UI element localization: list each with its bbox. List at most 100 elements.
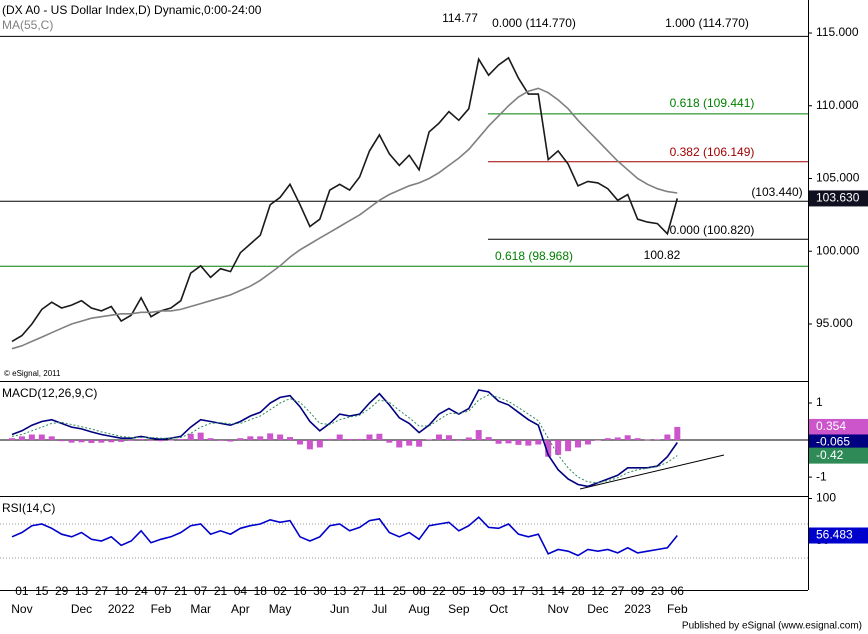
panel-title: RSI(14,C) (2, 501, 55, 515)
value-box (809, 447, 868, 464)
fib-label: 0.000 (114.770) (492, 16, 576, 30)
histogram-bar (664, 434, 671, 441)
x-month-label: 2023 (624, 602, 651, 616)
fib-label: (103.440) (751, 185, 802, 199)
x-tick-label: 21 (214, 584, 228, 598)
legend-entry: MA(55,C) (2, 18, 53, 32)
trend-line (579, 454, 725, 490)
histogram-bar (545, 440, 552, 457)
histogram-bar (38, 434, 45, 441)
fib-label: 0.000 (100.820) (670, 223, 755, 237)
x-month-label: Feb (667, 602, 688, 616)
y-tick-label: -1 (816, 469, 827, 483)
histogram-bar (406, 440, 413, 446)
series-line (11, 87, 678, 350)
y-tick-label: 110.000 (816, 98, 859, 112)
x-tick-label: 19 (472, 584, 486, 598)
low-label: 100.82 (644, 248, 681, 262)
histogram-bar (346, 438, 353, 441)
histogram-bar (88, 440, 95, 444)
x-tick-label: 18 (254, 584, 268, 598)
histogram-bar (495, 440, 502, 444)
histogram-bar (9, 438, 15, 441)
histogram-bar (535, 440, 542, 445)
histogram-bar (58, 440, 65, 442)
y-tick-label: 95.000 (816, 316, 853, 330)
x-tick-label: 12 (591, 584, 605, 598)
histogram-bar (128, 440, 135, 441)
histogram-bar (525, 440, 532, 446)
histogram-bar (445, 435, 452, 441)
series-line (11, 516, 678, 557)
histogram-bar (28, 434, 35, 441)
x-month-label: Jul (372, 602, 387, 616)
x-tick-label: 28 (571, 584, 585, 598)
x-tick-label: 31 (532, 584, 546, 598)
x-tick-label: 23 (651, 584, 665, 598)
histogram-bar (217, 440, 224, 441)
panel-title: MACD(12,26,9,C) (2, 386, 97, 400)
histogram-bar (68, 440, 75, 443)
x-month-label: 2022 (108, 602, 135, 616)
histogram-bar (197, 432, 204, 441)
y-tick-label: 1 (816, 395, 823, 409)
histogram-bar (257, 436, 264, 441)
histogram-bar (237, 438, 244, 441)
x-tick-label: 30 (313, 584, 327, 598)
histogram-bar (187, 433, 194, 441)
histogram-bar (376, 433, 383, 441)
value-box (809, 527, 868, 544)
x-tick-label: 07 (154, 584, 168, 598)
histogram-bar (177, 438, 184, 441)
histogram-bar (584, 440, 591, 445)
histogram-bar (555, 440, 562, 455)
x-month-label: Mar (190, 602, 211, 616)
x-month-label: May (269, 602, 292, 616)
x-tick-label: 27 (611, 584, 625, 598)
x-tick-label: 11 (373, 584, 386, 598)
histogram-bar (426, 439, 433, 441)
value-box (809, 418, 868, 435)
histogram-bar (515, 440, 522, 445)
fib-label: 0.382 (106.149) (670, 145, 755, 159)
x-tick-label: 22 (432, 584, 446, 598)
x-tick-label: 10 (115, 584, 129, 598)
histogram-bar (138, 438, 145, 441)
histogram-bar (575, 440, 582, 448)
histogram-bar (48, 436, 55, 441)
x-month-label: Sep (448, 602, 470, 616)
histogram-bar (148, 440, 155, 441)
histogram-bar (267, 433, 274, 441)
x-month-label: Nov (11, 602, 32, 616)
y-tick-label: 100.000 (816, 243, 860, 257)
histogram-bar (356, 438, 363, 441)
histogram-bar (386, 440, 393, 443)
x-tick-label: 13 (333, 584, 347, 598)
histogram-bar (277, 434, 284, 441)
x-tick-label: 14 (551, 584, 565, 598)
x-tick-label: 09 (631, 584, 645, 598)
last-price-label: 103.630 (816, 191, 860, 205)
histogram-bar (227, 440, 234, 442)
series-line (11, 56, 679, 343)
x-tick-label: 21 (174, 584, 188, 598)
value-box-label: -0.065 (816, 435, 850, 449)
histogram-bar (98, 440, 105, 443)
x-tick-label: 02 (273, 584, 287, 598)
histogram-bar (118, 440, 125, 442)
x-month-label: Apr (231, 602, 250, 616)
value-box-label: 0.354 (816, 419, 846, 433)
x-month-label: Dec (71, 602, 92, 616)
histogram-bar (455, 440, 462, 441)
series-line (11, 389, 678, 488)
y-tick-label: 105.000 (816, 171, 860, 185)
last-price-box (809, 190, 868, 207)
histogram-bar (296, 440, 303, 445)
x-tick-label: 29 (55, 584, 69, 598)
histogram-bar (485, 437, 492, 441)
histogram-bar (167, 440, 174, 441)
x-tick-label: 01 (15, 584, 29, 598)
x-tick-label: 25 (393, 584, 407, 598)
x-tick-label: 07 (194, 584, 208, 598)
